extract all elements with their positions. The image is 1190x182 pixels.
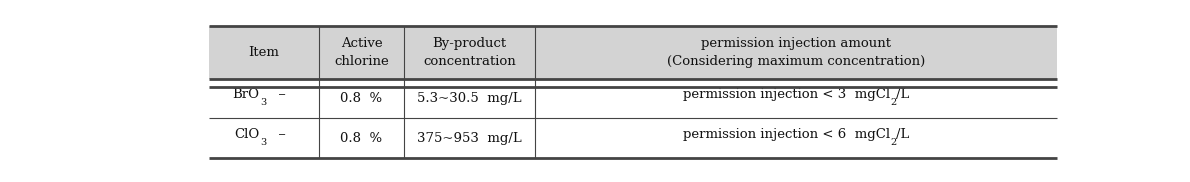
Text: 3: 3 <box>261 98 267 108</box>
Text: −: − <box>277 131 286 140</box>
Bar <box>208 26 1057 79</box>
Text: 2: 2 <box>890 98 896 108</box>
Text: 5.3~30.5  mg/L: 5.3~30.5 mg/L <box>418 92 522 105</box>
Text: 375~953  mg/L: 375~953 mg/L <box>418 132 522 145</box>
Text: /L: /L <box>896 128 909 141</box>
Text: permission injection amount
(Considering maximum concentration): permission injection amount (Considering… <box>668 37 926 68</box>
Text: 0.8  %: 0.8 % <box>340 132 382 145</box>
Text: permission injection < 3  mgCl: permission injection < 3 mgCl <box>683 88 890 102</box>
Text: Active
chlorine: Active chlorine <box>334 37 389 68</box>
Text: Item: Item <box>249 46 280 59</box>
Text: 2: 2 <box>890 138 896 147</box>
Text: /L: /L <box>896 88 909 102</box>
Text: −: − <box>277 92 286 100</box>
Text: permission injection < 6  mgCl: permission injection < 6 mgCl <box>683 128 890 141</box>
Text: 0.8  %: 0.8 % <box>340 92 382 105</box>
Text: By-product
concentration: By-product concentration <box>424 37 516 68</box>
Text: 3: 3 <box>261 138 267 147</box>
Text: BrO: BrO <box>232 88 259 102</box>
Text: ClO: ClO <box>234 128 259 141</box>
